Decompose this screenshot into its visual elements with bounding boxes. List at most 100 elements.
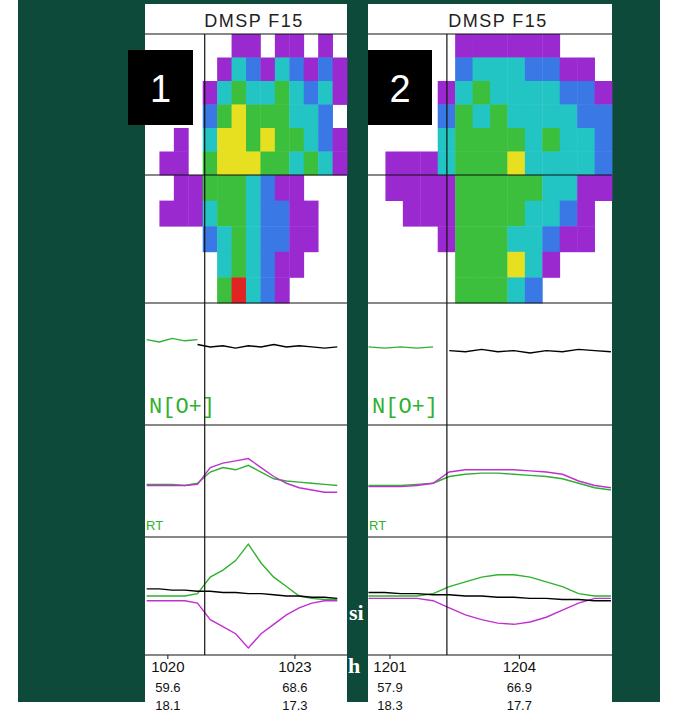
spectrogram-cell bbox=[260, 277, 275, 303]
spectrogram-cell bbox=[595, 58, 613, 82]
spectrogram-cell bbox=[246, 175, 261, 201]
trace bbox=[147, 544, 338, 599]
spectrogram-cell bbox=[260, 252, 275, 278]
spectrogram-cell bbox=[403, 277, 421, 303]
trace bbox=[368, 575, 610, 596]
spectrogram-cell bbox=[507, 128, 525, 152]
spectrogram-cell bbox=[473, 152, 491, 176]
spectrogram-cell bbox=[368, 252, 386, 278]
spectrogram-cell bbox=[403, 226, 421, 252]
spectrogram-cell bbox=[490, 152, 508, 176]
reference-line bbox=[204, 34, 205, 655]
row-divider bbox=[368, 537, 612, 538]
spectrogram-cell bbox=[368, 128, 386, 152]
spectrogram-cell bbox=[403, 175, 421, 201]
spectrogram-cell bbox=[490, 277, 508, 303]
spectrogram-cell bbox=[232, 34, 247, 58]
spectrogram-cell bbox=[217, 34, 232, 58]
panel-number-box bbox=[128, 50, 193, 125]
trace bbox=[368, 473, 610, 490]
spectrogram-cell bbox=[159, 128, 174, 152]
spectrogram-cell bbox=[577, 152, 595, 176]
spectrogram-cell bbox=[232, 105, 247, 129]
spectrogram-cell bbox=[542, 252, 560, 278]
trace bbox=[368, 470, 610, 488]
spectrogram-cell bbox=[455, 81, 473, 105]
spectrogram-cell bbox=[318, 34, 333, 58]
spectrogram-cell bbox=[368, 277, 386, 303]
spectrogram-cell bbox=[289, 226, 304, 252]
spectrogram-cell bbox=[304, 252, 319, 278]
spectrogram-cell bbox=[577, 277, 595, 303]
spectrogram-cell bbox=[333, 128, 348, 152]
spectrogram-cell bbox=[188, 175, 203, 201]
spectrogram-cell bbox=[577, 201, 595, 227]
spectrogram-cell bbox=[217, 201, 232, 227]
spectrogram-cell bbox=[542, 175, 560, 201]
spectrogram-cell bbox=[542, 201, 560, 227]
spectrogram-cell bbox=[595, 252, 613, 278]
line-plot bbox=[147, 544, 338, 648]
row-divider bbox=[145, 34, 347, 35]
spectrogram-cell bbox=[542, 34, 560, 58]
spectrogram-cell bbox=[560, 152, 578, 176]
spectrogram-cell bbox=[455, 105, 473, 129]
spectrogram-cell bbox=[260, 175, 275, 201]
spectrogram-cell bbox=[420, 201, 438, 227]
lat-label: 59.6 bbox=[155, 680, 180, 695]
spectrogram-cell bbox=[385, 128, 403, 152]
spectrogram-cell bbox=[289, 58, 304, 82]
spectrogram-cell bbox=[260, 201, 275, 227]
spectrogram-cell bbox=[542, 152, 560, 176]
spectrogram-cell bbox=[304, 58, 319, 82]
spectrogram-cell bbox=[217, 277, 232, 303]
spectrogram-cell bbox=[246, 81, 261, 105]
spectrogram-cell bbox=[232, 152, 247, 176]
spectrogram-cell bbox=[420, 152, 438, 176]
spectrogram-cell bbox=[490, 201, 508, 227]
spectrogram-cell bbox=[232, 58, 247, 82]
row-divider bbox=[145, 537, 347, 538]
row-label: RT bbox=[369, 518, 386, 533]
electron_cells bbox=[368, 34, 612, 175]
spectrogram-cell bbox=[217, 58, 232, 82]
spectrogram-cell bbox=[385, 201, 403, 227]
panel-number-box bbox=[368, 50, 432, 125]
spectrogram-cell bbox=[289, 34, 304, 58]
spectrogram-cell bbox=[304, 201, 319, 227]
spectrogram-cell bbox=[473, 226, 491, 252]
spectrogram-cell bbox=[188, 226, 203, 252]
spectrogram-cell bbox=[420, 277, 438, 303]
spectrogram-cell bbox=[145, 175, 160, 201]
spectrogram-cell bbox=[318, 175, 333, 201]
row-label: N[O+] bbox=[372, 395, 438, 420]
spectrogram-cell bbox=[473, 34, 491, 58]
spectrogram-cell bbox=[260, 152, 275, 176]
spectrogram-cell bbox=[159, 201, 174, 227]
spectrogram-cell bbox=[577, 58, 595, 82]
spectrogram-cell bbox=[260, 34, 275, 58]
spectrogram-cell bbox=[560, 128, 578, 152]
spectrogram-cell bbox=[560, 277, 578, 303]
spectrogram-cell bbox=[304, 105, 319, 129]
spectrogram-cell bbox=[232, 252, 247, 278]
overlay-text: h bbox=[348, 653, 360, 678]
spectrogram-cell bbox=[525, 34, 543, 58]
trace bbox=[198, 344, 338, 348]
spectrogram-cell bbox=[490, 175, 508, 201]
spectrogram-cell bbox=[560, 175, 578, 201]
row-divider bbox=[368, 34, 612, 35]
row-divider bbox=[368, 425, 612, 426]
spectrogram-cell bbox=[595, 175, 613, 201]
spectrogram-cell bbox=[333, 226, 348, 252]
panel: DMSP F15N[O+]RT102059.618.1102368.617.31 bbox=[128, 4, 347, 716]
lat-label: 57.9 bbox=[377, 680, 402, 695]
trace bbox=[147, 601, 338, 648]
spectrogram-cell bbox=[246, 201, 261, 227]
spectrogram-cell bbox=[595, 277, 613, 303]
spectrogram-cell bbox=[333, 34, 348, 58]
spectrogram-cell bbox=[260, 58, 275, 82]
line-plot bbox=[147, 338, 338, 348]
spectrogram-cell bbox=[159, 252, 174, 278]
line-plot bbox=[368, 347, 610, 353]
